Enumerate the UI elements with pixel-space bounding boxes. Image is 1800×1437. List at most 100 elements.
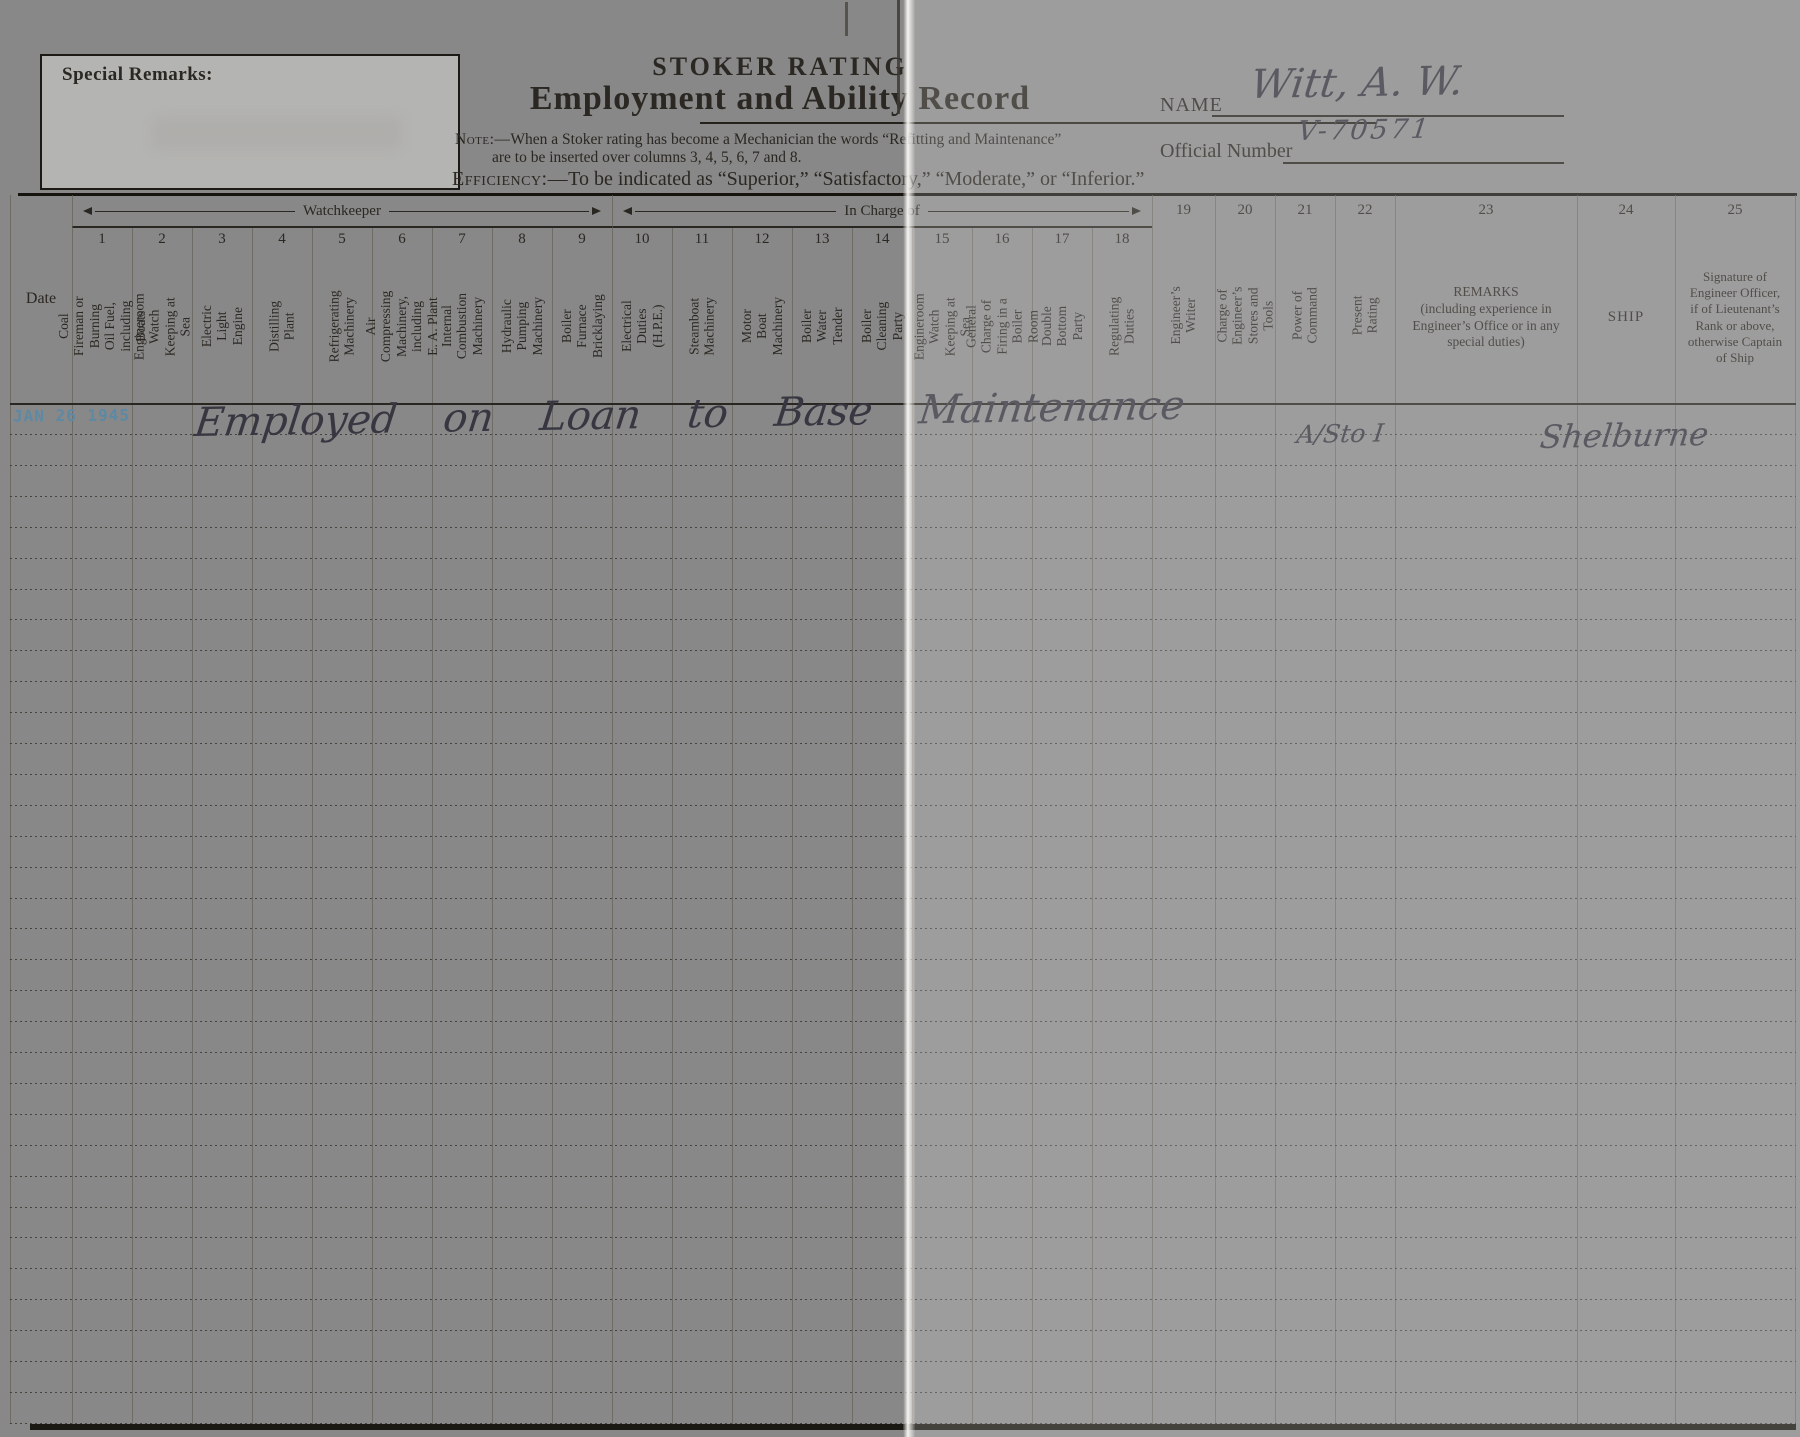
column-line (1577, 195, 1578, 1424)
column-header-vertical: Boiler Water Tender (792, 252, 852, 401)
column-number: 14 (874, 231, 890, 247)
column-header-label: Boiler Water Tender (798, 307, 845, 346)
group-label: In Charge of (844, 202, 920, 219)
column-header-label: Power of Command (1289, 287, 1320, 344)
column-line (72, 195, 73, 1424)
entry-rating-handwritten: A/Sto I (1295, 418, 1386, 449)
column-line (612, 195, 613, 1424)
efficiency-label: Efficiency:— (452, 168, 569, 190)
column-number: 19 (1176, 202, 1191, 218)
page-subtitle: Employment and Ability Record (529, 80, 1031, 117)
column-header-vertical: Electrical Duties (H.P.E.) (612, 252, 672, 401)
arrow-right-icon (1132, 207, 1142, 215)
column-header-label: Signature of Engineer Officer, if of Lie… (1687, 268, 1783, 365)
title-underline (700, 122, 1377, 124)
official-number-underline (1283, 162, 1564, 164)
column-header-label: General Charge of Firing in a Boiler Roo… (963, 298, 1041, 355)
column-line (1032, 228, 1033, 1424)
note-text-line2: are to be inserted over columns 3, 4, 5,… (492, 149, 802, 166)
column-number: 25 (1727, 202, 1743, 218)
column-line (492, 228, 493, 1424)
column-number: 8 (518, 231, 526, 247)
column-header-vertical: Steamboat Machinery (672, 252, 732, 401)
note-body: When a Stoker rating has become a Mechan… (510, 131, 1062, 148)
column-header-vertical: Coal Fireman or Burning Oil Fuel, includ… (56, 252, 148, 401)
note-text-line1: Note:—When a Stoker rating has become a … (455, 131, 1061, 149)
column-number: 11 (694, 231, 710, 247)
column-header-vertical: Electric Light Engine (192, 252, 252, 401)
date-column-header: Date (25, 290, 57, 307)
column-number: 7 (458, 231, 466, 247)
special-remarks-label: Special Remarks: (62, 64, 214, 85)
name-label: NAME (1160, 94, 1223, 116)
column-header-vertical: General Charge of Firing in a Boiler Roo… (964, 252, 1041, 401)
column-header-label: SHIP (1607, 309, 1645, 326)
page-fold-seam (903, 0, 915, 1437)
official-number-value-handwritten: V-70571 (1296, 113, 1434, 147)
column-header-label: Regulating Duties (1106, 296, 1137, 357)
column-line (1395, 195, 1396, 1424)
scan-smudge (152, 116, 402, 150)
column-number: 13 (814, 231, 830, 247)
arrow-right-icon (592, 207, 602, 215)
column-number: 1 (98, 231, 106, 247)
column-header-label: Electric Light Engine (198, 305, 245, 348)
efficiency-text: Efficiency:—To be indicated as “Superior… (452, 168, 1144, 191)
column-line (192, 228, 193, 1424)
column-line (852, 228, 853, 1424)
column-number: 10 (634, 231, 650, 247)
entry-ship-handwritten: Shelburne (1538, 415, 1711, 456)
column-header-vertical: Present Rating (1335, 230, 1395, 401)
group-label: Watchkeeper (303, 202, 381, 219)
column-number: 17 (1054, 231, 1070, 247)
column-header-label: Distilling Plant (266, 301, 297, 353)
column-line (1092, 228, 1093, 1424)
column-line (252, 228, 253, 1424)
fold-crease-mark (845, 2, 848, 36)
official-number-label: Official Number (1160, 140, 1293, 162)
column-header-vertical: Motor Boat Machinery (732, 252, 792, 401)
column-line (132, 228, 133, 1424)
column-header-label: Boiler Cleaning Party (858, 302, 905, 351)
column-header-label: Engineroom Watch Keeping at Sea (131, 293, 193, 360)
column-line (792, 228, 793, 1424)
column-number: 23 (1478, 202, 1494, 218)
column-line (1795, 195, 1796, 1424)
column-line (732, 228, 733, 1424)
group-header-in-charge-of: In Charge of (613, 196, 1151, 226)
column-header-label: Double Bottom Party (1038, 306, 1085, 347)
column-number: 2 (158, 231, 166, 247)
arrow-line (388, 210, 590, 212)
column-number: 6 (398, 231, 406, 247)
entry-date-stamp: JAN 26 1945 (12, 405, 131, 426)
column-header-label: Internal Combustion Machinery (438, 293, 485, 360)
arrow-line (95, 210, 296, 212)
column-number: 24 (1618, 202, 1634, 218)
column-header-vertical: Double Bottom Party (1032, 252, 1092, 401)
special-remarks-box: Special Remarks: (40, 54, 460, 190)
column-header-vertical: Charge of Engineer’s Stores and Tools (1214, 230, 1275, 401)
column-line (1275, 195, 1276, 1424)
column-header-label: Hydraulic Pumping Machinery (498, 297, 545, 356)
arrow-left-icon (623, 207, 632, 215)
column-line (1215, 195, 1216, 1424)
arrow-left-icon (83, 207, 92, 215)
column-number: 15 (934, 231, 950, 247)
column-number: 21 (1297, 202, 1313, 218)
page-title: STOKER RATING (652, 52, 908, 81)
column-number: 22 (1357, 202, 1373, 218)
arrow-line (635, 210, 837, 212)
column-line (672, 228, 673, 1424)
column-number: 16 (994, 231, 1010, 247)
column-header-label: Air Compressing Machinery, including E. … (363, 290, 441, 363)
name-value-handwritten: Witt, A. W. (1248, 58, 1467, 108)
column-header-vertical: Boiler Furnace Bricklaying (552, 252, 612, 401)
column-header-label: Refrigerating Machinery (326, 290, 358, 363)
column-number: 4 (278, 231, 286, 247)
column-line (1675, 195, 1676, 1424)
column-line (10, 195, 11, 1424)
column-header-label: Present Rating (1349, 295, 1380, 336)
column-header-label: Electrical Duties (H.P.E.) (618, 300, 665, 353)
column-line (1335, 195, 1336, 1424)
